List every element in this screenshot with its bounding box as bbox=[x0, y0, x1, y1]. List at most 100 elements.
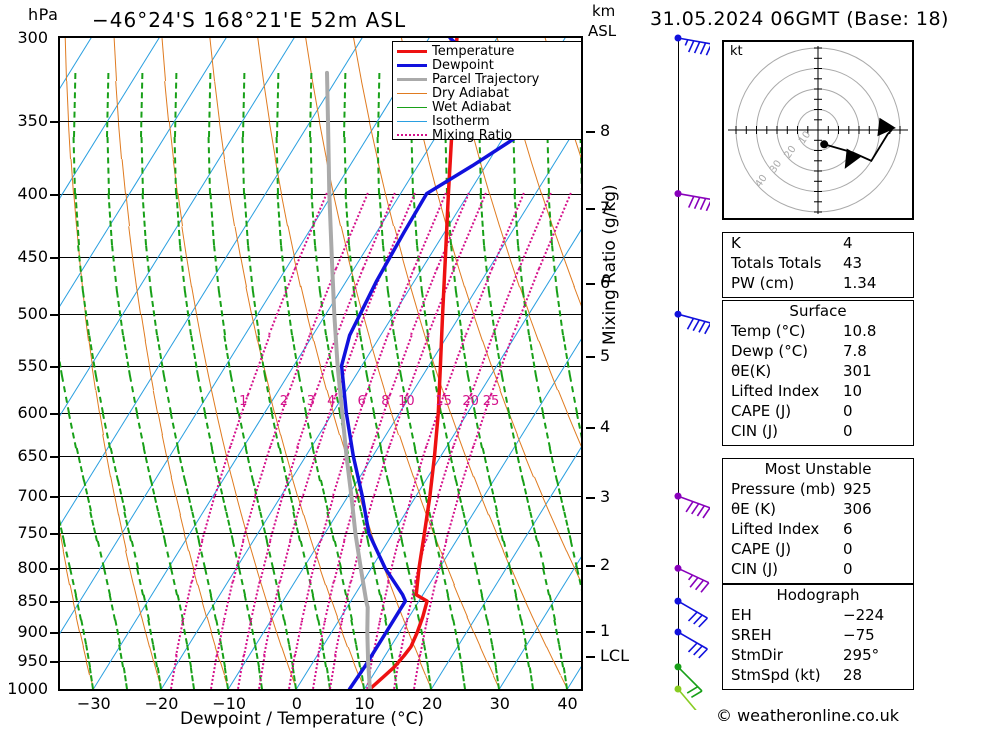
indices-most-unstable-box: Most Unstable Pressure (mb) 925 θE (K) 3… bbox=[722, 458, 914, 584]
temperature-tick-label: 30 bbox=[489, 694, 510, 713]
mixing-ratio-label: 8 bbox=[381, 393, 390, 409]
index-row: Totals Totals 43 bbox=[723, 253, 913, 273]
index-value: 43 bbox=[843, 254, 863, 272]
index-value: 1.34 bbox=[843, 274, 877, 292]
index-row: Dewp (°C) 7.8 bbox=[723, 341, 913, 361]
pressure-tick-label: 300 bbox=[17, 28, 48, 47]
mixing-ratio-label: 3 bbox=[306, 393, 316, 409]
indices-surface-box: Surface Temp (°C) 10.8 Dewp (°C) 7.8 θE(… bbox=[722, 300, 914, 446]
svg-text:10: 10 bbox=[797, 129, 813, 146]
legend-swatch-dewpoint bbox=[397, 63, 427, 67]
hodograph-unit-label: kt bbox=[730, 44, 743, 59]
profile-temperature bbox=[368, 38, 459, 689]
wind-barb-axis bbox=[678, 36, 679, 691]
legend-label: Dry Adiabat bbox=[432, 85, 509, 101]
index-value: 306 bbox=[843, 500, 872, 518]
index-value: 925 bbox=[843, 480, 872, 498]
pressure-tick-label: 600 bbox=[17, 402, 48, 422]
index-value: 10 bbox=[843, 382, 863, 400]
legend-item: Dry Adiabat bbox=[397, 86, 581, 100]
altitude-unit-label: km bbox=[592, 2, 616, 20]
index-value: 7.8 bbox=[843, 342, 867, 360]
legend-label: Parcel Trajectory bbox=[432, 71, 540, 87]
mixing-ratio-label: 10 bbox=[398, 393, 415, 409]
x-axis-label: Dewpoint / Temperature (°C) bbox=[180, 709, 425, 729]
mixing-ratio-label: 15 bbox=[435, 393, 452, 409]
pressure-tick-label: 850 bbox=[17, 591, 48, 611]
mixing-ratio-label: 20 bbox=[462, 393, 479, 409]
indices-basic-box: K 4 Totals Totals 43 PW (cm) 1.34 bbox=[722, 232, 914, 298]
altitude-tick-label: 2 bbox=[600, 554, 611, 574]
section-title-surface: Surface bbox=[789, 302, 847, 320]
index-label: Totals Totals bbox=[731, 254, 822, 272]
index-label: Dewp (°C) bbox=[731, 342, 809, 360]
pressure-tick-label: 1000 bbox=[7, 679, 48, 698]
index-row: CAPE (J) 0 bbox=[723, 539, 913, 559]
index-row: EH −224 bbox=[723, 605, 913, 625]
index-row: PW (cm) 1.34 bbox=[723, 273, 913, 293]
index-label: CIN (J) bbox=[731, 560, 779, 578]
section-title-most-unstable: Most Unstable bbox=[764, 460, 872, 478]
index-label: StmSpd (kt) bbox=[731, 666, 821, 684]
altitude-tick-label: 3 bbox=[600, 487, 611, 506]
legend-label: Mixing Ratio bbox=[432, 127, 513, 143]
temperature-tick-label: −30 bbox=[76, 694, 111, 713]
profile-parcel-trajectory bbox=[325, 70, 372, 689]
pressure-tick-label: 800 bbox=[17, 558, 48, 578]
hodograph-plot[interactable]: 10 20 30 40 kt bbox=[722, 40, 914, 220]
index-label: θE(K) bbox=[731, 362, 772, 380]
legend-item: Dewpoint bbox=[397, 58, 581, 72]
svg-text:20: 20 bbox=[782, 144, 798, 161]
page-title: −46°24'S 168°21'E 52m ASL bbox=[92, 8, 407, 32]
temperature-tick-label: 40 bbox=[557, 694, 578, 713]
index-label: K bbox=[731, 234, 741, 252]
mixing-ratio-label: 4 bbox=[327, 393, 336, 409]
index-label: Lifted Index bbox=[731, 382, 820, 400]
datetime-header: 31.05.2024 06GMT (Base: 18) bbox=[650, 8, 949, 30]
legend-item: Temperature bbox=[397, 44, 581, 58]
legend-item: Parcel Trajectory bbox=[397, 72, 581, 86]
index-label: CAPE (J) bbox=[731, 540, 792, 558]
index-row: CIN (J) 0 bbox=[723, 421, 913, 441]
legend-item: Mixing Ratio bbox=[397, 128, 581, 142]
copyright-footer: © weatheronline.co.uk bbox=[716, 706, 899, 725]
pressure-tick-label: 500 bbox=[17, 304, 48, 324]
svg-text:40: 40 bbox=[753, 173, 769, 190]
temperature-tick-label: 20 bbox=[421, 694, 443, 713]
index-row: StmSpd (kt) 28 bbox=[723, 665, 913, 685]
altitude-tick-label: 8 bbox=[600, 120, 611, 140]
legend-item: Isotherm bbox=[397, 114, 581, 128]
altitude-tick-label: 6 bbox=[600, 272, 611, 292]
index-value: 0 bbox=[843, 540, 853, 558]
legend-label: Wet Adiabat bbox=[432, 99, 512, 115]
legend-swatch-temperature bbox=[397, 49, 427, 53]
temperature-tick-label: 0 bbox=[291, 694, 302, 713]
index-label: StmDir bbox=[731, 646, 783, 664]
index-value: 28 bbox=[843, 666, 863, 684]
index-row: K 4 bbox=[723, 233, 913, 253]
index-label: Pressure (mb) bbox=[731, 480, 836, 498]
altitude-tick-label: 1 bbox=[600, 621, 611, 641]
mixing-ratio-axis-label: Mixing Ratio (g/kg) bbox=[600, 184, 620, 345]
skewt-diagram[interactable]: 1 2 3 4 6 8 10 15 20 25 bbox=[58, 36, 583, 691]
temperature-tick-label: −10 bbox=[212, 694, 247, 713]
altitude-tick-label: 7 bbox=[600, 197, 611, 217]
legend-swatch-isotherm bbox=[397, 120, 427, 122]
index-value: 0 bbox=[843, 422, 853, 440]
index-value: 4 bbox=[843, 234, 853, 252]
wind-barbs bbox=[674, 34, 710, 710]
mixing-ratio-label: 6 bbox=[357, 393, 366, 409]
index-value: 295° bbox=[843, 646, 880, 664]
index-value: −224 bbox=[843, 606, 885, 624]
altitude-tick-label: 4 bbox=[600, 417, 611, 437]
pressure-tick-label: 650 bbox=[17, 446, 48, 466]
pressure-tick-label: 900 bbox=[17, 622, 48, 641]
index-label: EH bbox=[731, 606, 752, 624]
legend-swatch-parcel-trajectory bbox=[397, 77, 427, 81]
index-value: 0 bbox=[843, 402, 853, 420]
sounding-profiles bbox=[325, 38, 533, 689]
legend-label: Temperature bbox=[432, 43, 515, 59]
temperature-tick-label: 10 bbox=[354, 694, 375, 713]
index-value: 301 bbox=[843, 362, 872, 380]
index-row: θE (K) 306 bbox=[723, 499, 913, 519]
